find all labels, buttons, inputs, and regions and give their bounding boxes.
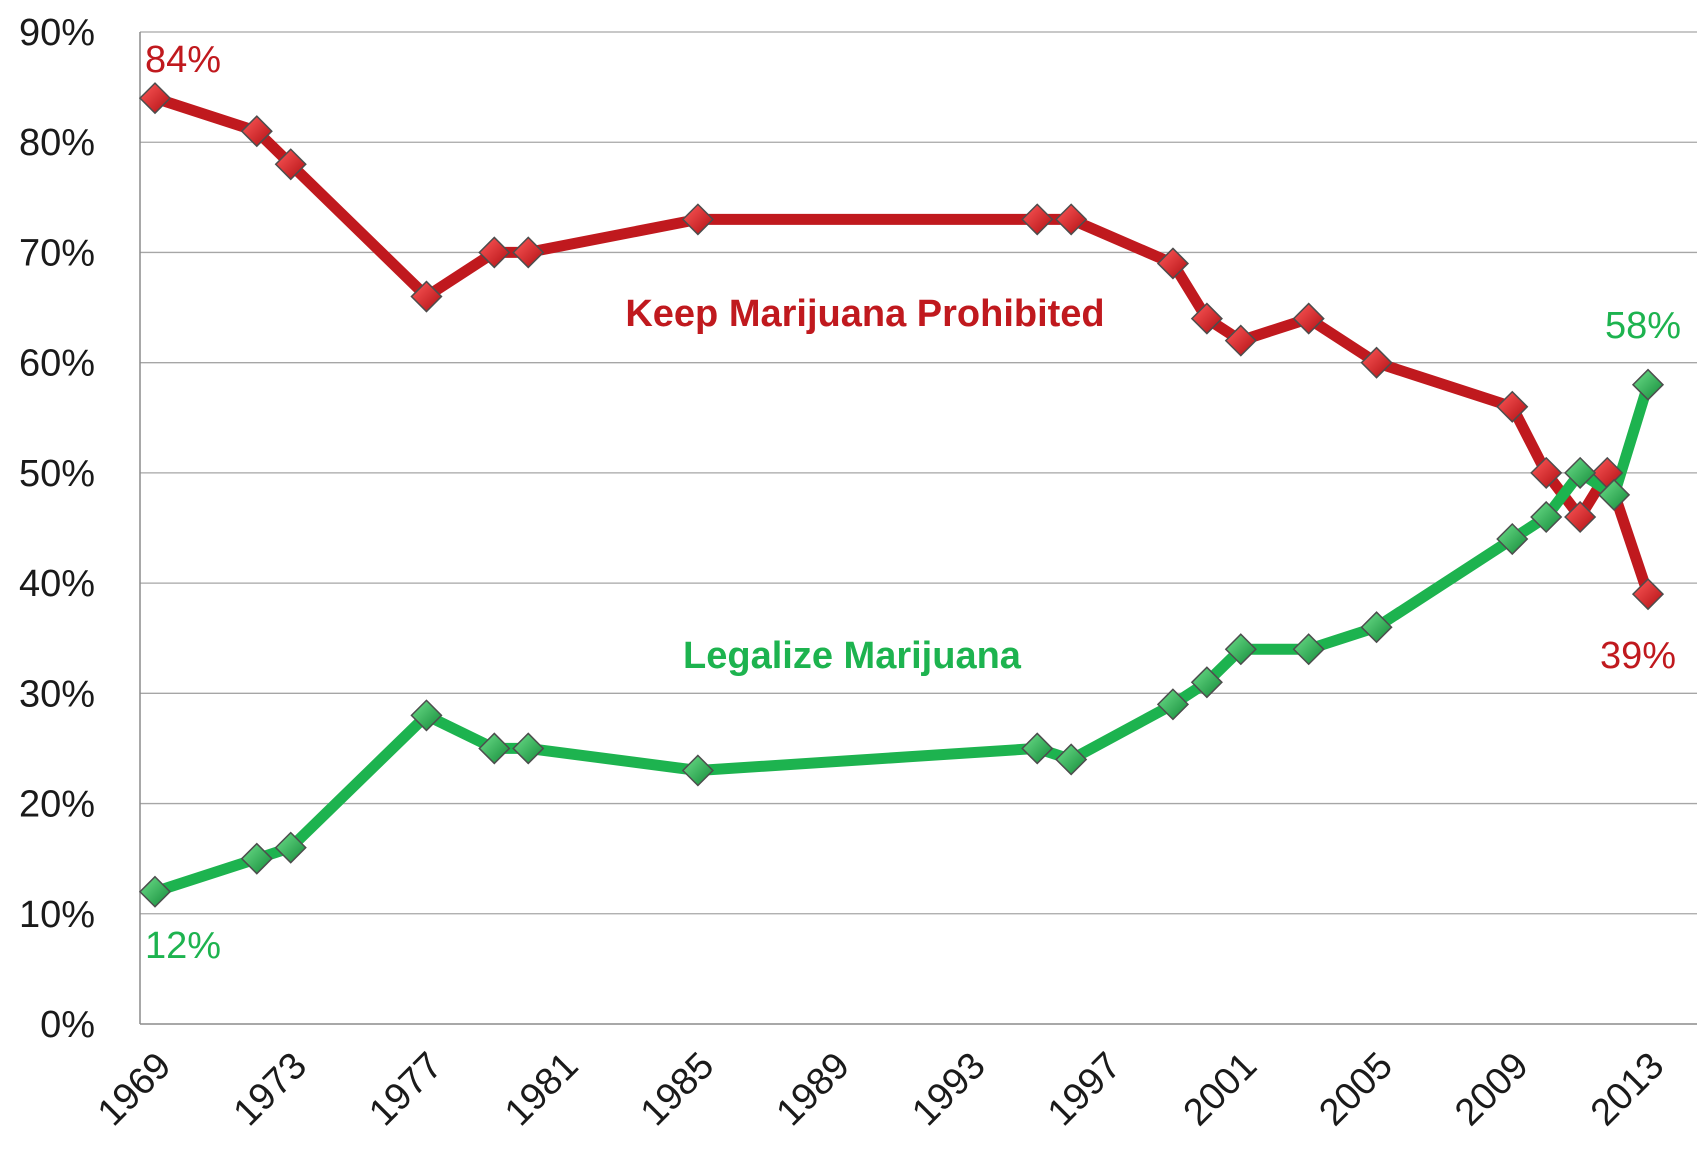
x-tick-label: 1969 [90,1045,179,1134]
x-tick-label: 2013 [1583,1045,1672,1134]
marker-prohibited [1055,203,1088,236]
series-line-prohibited [149,92,1654,600]
y-tick-labels: 0% 10% 20% 30% 40% 50% 60% 70% 80% 90% [19,12,95,1046]
annotation-legalize-end: 58% [1605,305,1681,347]
marker-legalize [1156,688,1190,721]
marker-legalize [274,831,307,864]
series-markers [138,82,1665,908]
marker-legalize [1598,478,1631,511]
marker-prohibited [1292,302,1325,335]
marker-prohibited [410,280,443,313]
marker-legalize [1021,732,1054,765]
annotation-prohibit-end: 39% [1600,635,1676,677]
marker-prohibited [681,203,714,236]
x-tick-label: 1993 [904,1045,993,1134]
marker-prohibited [138,82,172,115]
marker-legalize [681,754,714,787]
y-tick-label: 60% [19,343,95,385]
x-tick-label: 2001 [1176,1045,1265,1134]
series-label-legalize: Legalize Marijuana [683,635,1022,677]
marker-prohibited [1156,247,1190,280]
x-tick-label: 1973 [226,1045,315,1134]
y-tick-label: 10% [19,894,95,936]
marker-prohibited [1496,390,1529,423]
y-tick-label: 80% [19,122,95,164]
marker-legalize [1292,633,1325,666]
marker-prohibited [274,148,307,181]
y-tick-label: 90% [19,12,95,54]
y-tick-label: 40% [19,563,95,605]
marker-legalize [1564,456,1597,489]
marker-prohibited [1530,456,1563,489]
x-tick-label: 1985 [633,1045,722,1134]
marker-legalize [1496,522,1529,556]
marker-prohibited [1631,578,1665,611]
series-label-prohibited: Keep Marijuana Prohibited [625,293,1104,335]
annotation-legalize-start: 12% [145,925,221,967]
marker-legalize [478,732,511,765]
x-tick-label: 1997 [1040,1045,1129,1134]
marker-legalize [1360,611,1393,644]
marker-legalize [1190,666,1223,699]
series-lines [149,92,1654,898]
x-tick-label: 2005 [1311,1045,1400,1134]
x-tick-label: 1977 [361,1045,450,1134]
marker-prohibited [512,236,545,269]
marker-legalize [138,875,172,908]
marker-legalize [512,732,545,765]
x-tick-labels: 1969 1973 1977 1981 1985 1989 1993 1997 2001 2005… [90,1045,1672,1134]
marker-prohibited [1021,203,1054,236]
y-tick-label: 20% [19,784,95,826]
marker-legalize [240,842,273,875]
marker-legalize [1631,368,1665,401]
marker-prohibited [1190,302,1223,335]
annotation-prohibit-start: 84% [145,39,221,81]
y-tick-label: 0% [40,1004,95,1046]
x-tick-label: 2009 [1447,1045,1536,1134]
axes [139,32,1697,1025]
y-tick-label: 50% [19,453,95,495]
x-tick-label: 1989 [769,1045,858,1134]
x-tick-label: 1981 [497,1045,586,1134]
grid-lines [140,31,1697,915]
marker-prohibited [1564,500,1597,534]
marker-legalize [1530,500,1563,534]
y-tick-label: 70% [19,232,95,274]
marker-legalize [1055,743,1088,776]
marker-prohibited [478,236,511,269]
y-tick-label: 30% [19,673,95,715]
marker-legalize [410,699,443,732]
marker-legalize [1224,633,1257,666]
marker-prohibited [240,115,273,148]
marker-prohibited [1360,346,1393,379]
marker-prohibited [1224,324,1257,357]
